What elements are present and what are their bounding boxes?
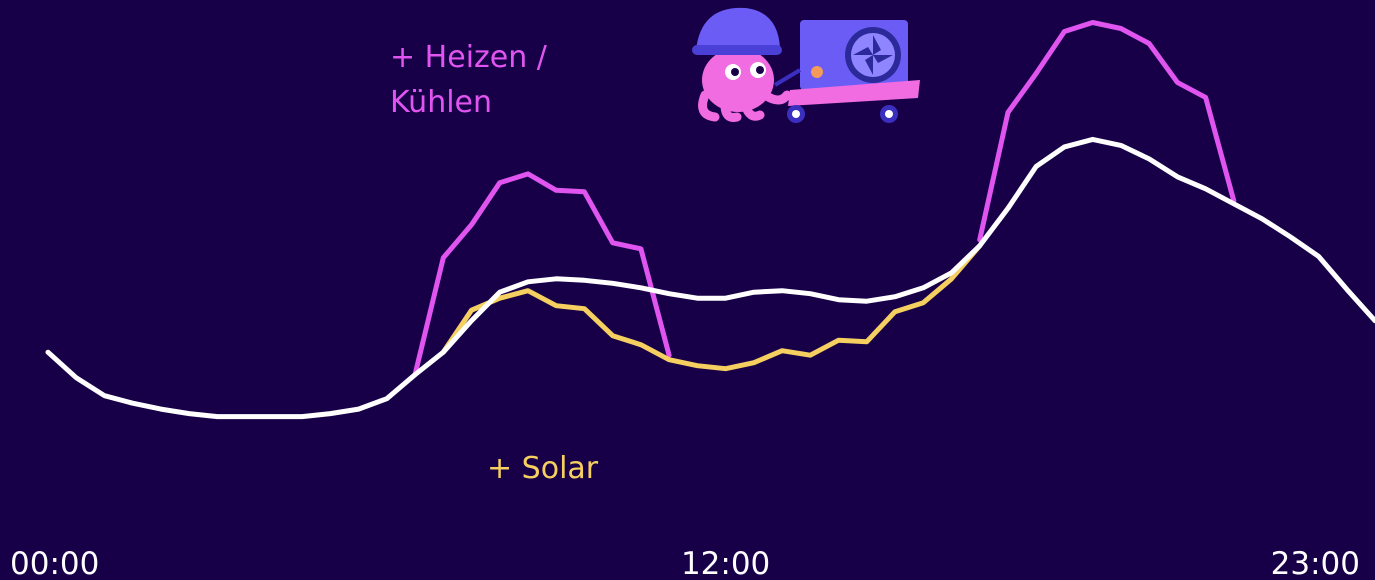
solar-label: + Solar — [487, 451, 599, 486]
illustration — [692, 7, 920, 123]
series-line — [412, 20, 1237, 378]
heat-label: Kühlen — [390, 85, 492, 120]
x-tick-label: 00:00 — [10, 546, 99, 580]
heat-label: + Heizen / — [390, 40, 548, 75]
x-tick-label: 12:00 — [681, 546, 770, 580]
x-tick-label: 23:00 — [1271, 546, 1360, 580]
lines — [45, 20, 1375, 420]
series-line — [45, 136, 1375, 420]
series-line — [440, 243, 983, 372]
x-axis: 00:00 12:00 23:00 — [10, 546, 1360, 580]
